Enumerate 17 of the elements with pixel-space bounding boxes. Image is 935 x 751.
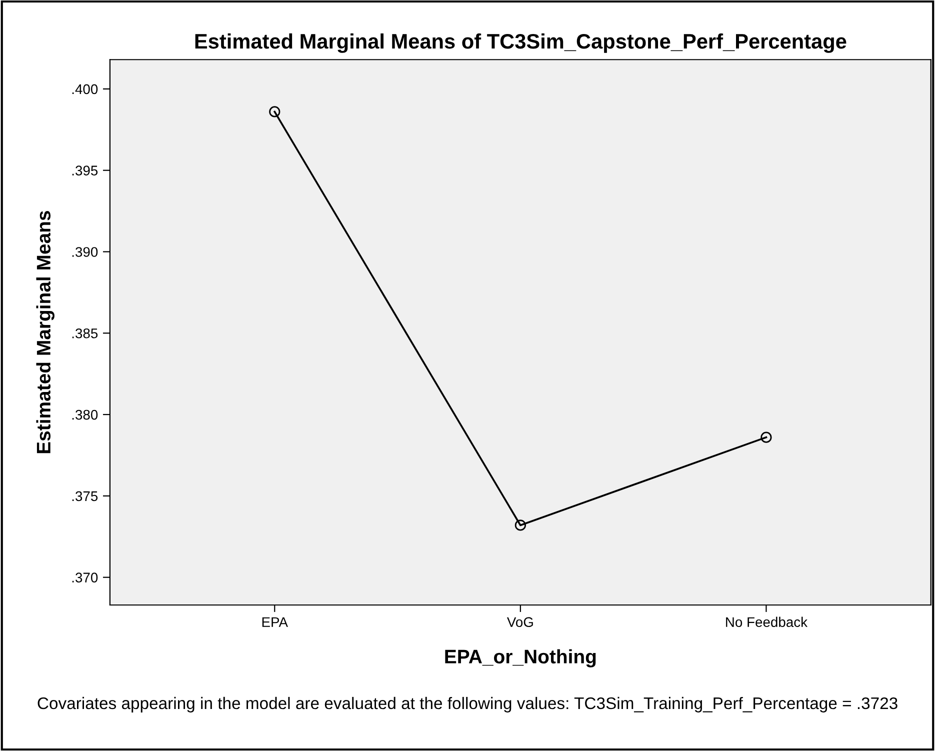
y-tick-label: .375 [72,491,98,502]
x-tick-label: No Feedback [726,616,808,628]
y-tick-label: .370 [72,572,98,582]
y-axis-title: Estimated Marginal Means [36,211,54,454]
point [514,520,526,531]
y-tick-label: .400 [72,84,98,94]
x-axis-title: EPA_or_Nothing [445,649,596,668]
y-tick-label: .395 [72,166,98,176]
text: Covariates appearing in the model are evaluated at the following values: TC3Sim_Training_Perf_Percentage = .3723 [38,696,898,712]
chart-title: Estimated Marginal Means of TC3Sim_Capstone_Perf_Percentage [195,33,846,53]
y-tick-label: .385 [72,328,98,338]
x-tick-label: VoG [506,617,533,628]
point [760,432,772,443]
x-tick-label: EPA [262,617,288,627]
y-tick-label: .380 [72,410,98,420]
point [269,106,280,118]
y-tick-label: .390 [72,247,98,257]
